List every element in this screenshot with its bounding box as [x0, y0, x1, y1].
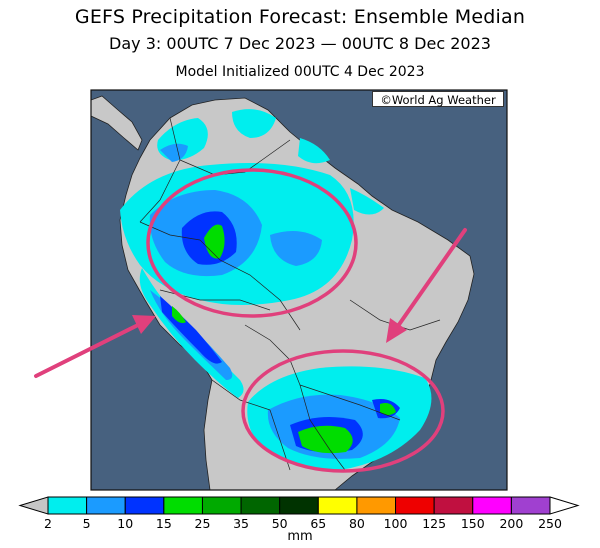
country-borders: [139, 117, 441, 471]
map-frame: [90, 89, 508, 491]
colorbar-tick-label: 15: [156, 516, 172, 531]
colorbar-swatch: [86, 496, 126, 515]
colorbar-tick-label: 5: [83, 516, 91, 531]
colorbar-tick-label: 100: [384, 516, 408, 531]
colorbar-tick-label: 200: [499, 516, 523, 531]
colorbar-swatch: [201, 496, 242, 515]
colorbar-swatch: [472, 496, 512, 515]
legend-units: mm: [287, 529, 313, 544]
colorbar-tick-label: 25: [195, 516, 211, 531]
colorbar-tick-label: 80: [349, 516, 365, 531]
map-title: GEFS Precipitation Forecast: Ensemble Me…: [74, 6, 526, 28]
colorbar-tick-label: 250: [538, 516, 562, 531]
central-america-land: [91, 95, 143, 151]
colorbar-swatch: [124, 496, 165, 515]
colorbar-swatch: [163, 496, 203, 515]
colorbar-tick-label: 35: [233, 516, 249, 531]
colorbar-tick-label: 125: [422, 516, 446, 531]
colorbar-swatch: [510, 496, 551, 515]
colorbar-swatch: [279, 496, 319, 515]
annotation-arrow-west: [34, 315, 156, 378]
colorbar-tick-label: 65: [310, 516, 326, 531]
colorbar-swatch: [47, 496, 88, 515]
colorbar-swatch: [395, 496, 435, 515]
colorbar-tick-label: 50: [272, 516, 288, 531]
colorbar-over-arrow: [549, 496, 580, 515]
colorbar-tick-label: 10: [117, 516, 133, 531]
colorbar-swatch: [433, 496, 474, 515]
colorbar-tick-label: 150: [461, 516, 485, 531]
annotation-ellipse-south: [241, 349, 445, 473]
colorbar-under-arrow: [18, 496, 49, 515]
model-init-time: Model Initialized 00UTC 4 Dec 2023: [175, 64, 425, 80]
colorbar-swatch: [317, 496, 358, 515]
credit-label: ©World Ag Weather: [372, 91, 504, 107]
annotation-ellipse-north: [146, 168, 358, 318]
precip-layer-15mm: [172, 224, 396, 454]
precip-colorbar: 2 5 10 15 25 35 50 65 80 100 125 150 200 250: [18, 496, 580, 531]
annotation-arrow-east: [386, 228, 467, 343]
colorbar-swatch: [356, 496, 397, 515]
colorbar-tick-label: 2: [44, 516, 52, 531]
colorbar-swatch: [240, 496, 281, 515]
forecast-period: Day 3: 00UTC 7 Dec 2023 — 00UTC 8 Dec 20…: [109, 34, 491, 53]
